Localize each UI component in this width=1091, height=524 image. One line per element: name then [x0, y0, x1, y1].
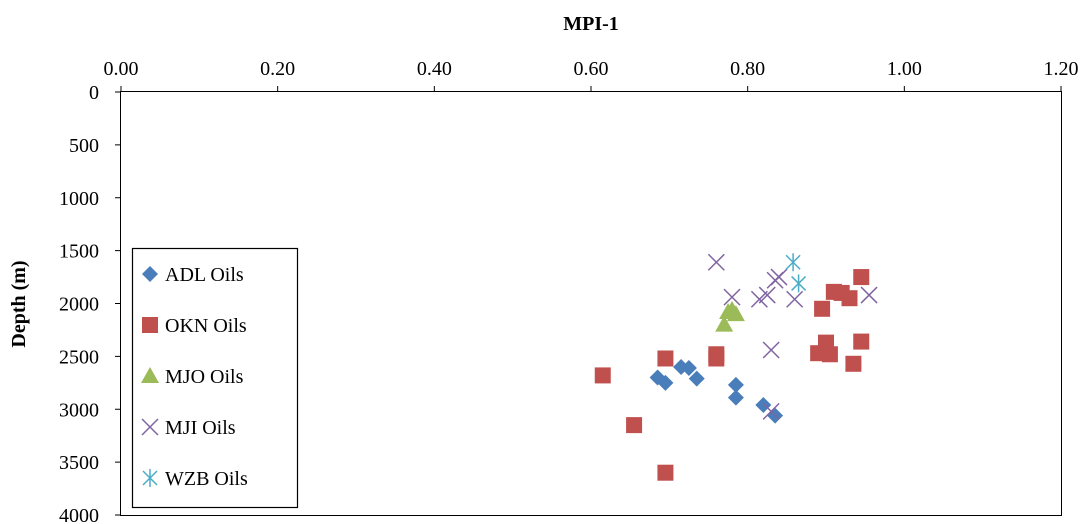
- legend-marker-wzb-oils: [142, 469, 158, 487]
- marker-stroke: [723, 288, 741, 306]
- mji-oils-point: [786, 290, 804, 308]
- marker-stroke: [770, 268, 788, 286]
- mji-oils-point: [860, 286, 878, 304]
- adl-oils-point: [727, 376, 744, 393]
- mji-oils-point: [762, 341, 780, 359]
- adl-oils-point: [755, 397, 772, 414]
- okn-oils-point: [814, 300, 831, 317]
- okn-oils-point: [657, 464, 674, 481]
- y-axis: 0 500 1000 1500 2000 2500 3000 3500 4000: [59, 82, 121, 524]
- legend-label-mji-oils: MJI Oils: [165, 417, 236, 439]
- okn-oils-point: [853, 269, 870, 286]
- y-tick-label: 1500: [59, 241, 99, 263]
- mjo-oils-point: [715, 315, 734, 332]
- legend-marker-adl-oils: [142, 266, 158, 282]
- mji-oils-point: [723, 288, 741, 306]
- adl-oils-point: [727, 389, 744, 406]
- x-tick-label: 0.80: [730, 58, 765, 80]
- marker-stroke: [860, 286, 878, 304]
- x-tick-label: 0.00: [104, 58, 139, 80]
- x-axis-title: MPI-1: [563, 13, 619, 35]
- mji-oils-point: [750, 290, 768, 308]
- legend-label-okn-oils: OKN Oils: [165, 315, 247, 337]
- okn-oils-point: [594, 367, 611, 384]
- marker-stroke: [707, 253, 725, 271]
- legend-label-wzb-oils: WZB Oils: [165, 468, 248, 490]
- mji-oils-point: [707, 253, 725, 271]
- y-axis-title: Depth (m): [8, 260, 30, 347]
- x-axis: 0.00 0.20 0.40 0.60 0.80 1.00 1.20: [104, 58, 1079, 92]
- y-tick-label: 2500: [59, 346, 99, 368]
- mjo-oils-point: [726, 305, 745, 322]
- okn-oils-point: [841, 290, 858, 307]
- okn-oils-point: [708, 350, 725, 367]
- okn-oils-point: [626, 417, 643, 434]
- legend-marker-mjo-oils: [141, 367, 159, 383]
- legend-marker-mji-oils: [141, 418, 159, 436]
- y-tick-label: 3000: [59, 399, 99, 421]
- okn-oils-point: [845, 355, 862, 372]
- okn-oils-point: [821, 346, 838, 363]
- legend-label-adl-oils: ADL Oils: [165, 264, 244, 286]
- x-tick-label: 0.40: [417, 58, 452, 80]
- y-tick-label: 2000: [59, 294, 99, 316]
- mji-oils-point: [770, 268, 788, 286]
- x-tick-label: 0.60: [574, 58, 609, 80]
- y-tick-label: 0: [89, 82, 99, 104]
- wzb-oils-point: [785, 253, 801, 272]
- mji-oils-point: [758, 286, 776, 304]
- adl-oils-point: [688, 370, 705, 387]
- y-tick-label: 4000: [59, 505, 99, 524]
- x-tick-label: 1.20: [1044, 58, 1079, 80]
- legend-marker-okn-oils: [142, 317, 158, 333]
- marker-stroke: [762, 341, 780, 359]
- y-tick-label: 1000: [59, 188, 99, 210]
- mji-oils-point: [762, 402, 780, 420]
- y-tick-label: 500: [69, 135, 99, 157]
- x-tick-label: 0.20: [260, 58, 295, 80]
- wzb-oils-point: [791, 274, 807, 293]
- okn-oils-point: [853, 333, 870, 350]
- adl-oils-point: [657, 374, 674, 391]
- marker-stroke: [750, 290, 768, 308]
- legend-box: [131, 247, 299, 509]
- marker-stroke: [762, 402, 780, 420]
- data-points: [594, 253, 878, 481]
- okn-oils-point: [657, 350, 674, 367]
- legend: ADL Oils OKN Oils MJO Oils MJI Oils WZB Oils: [131, 247, 299, 509]
- legend-label-mjo-oils: MJO Oils: [165, 366, 244, 388]
- x-tick-label: 1.00: [887, 58, 922, 80]
- marker-stroke: [786, 290, 804, 308]
- y-tick-label: 3500: [59, 452, 99, 474]
- marker-stroke: [758, 286, 776, 304]
- adl-oils-point: [680, 360, 697, 377]
- marker-stroke: [141, 418, 159, 436]
